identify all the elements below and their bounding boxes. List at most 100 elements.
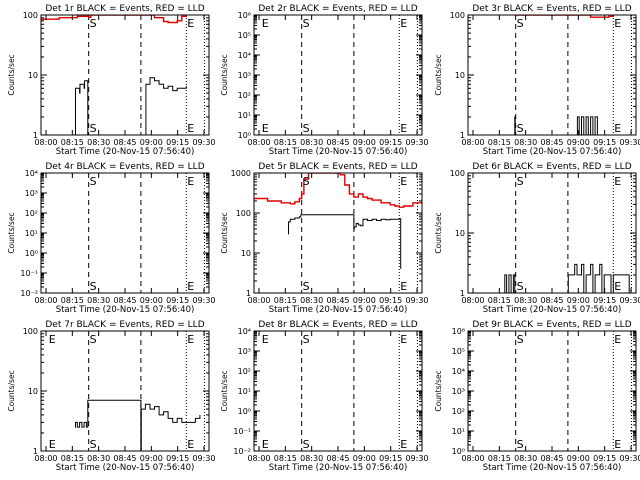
y-tick-label: 10⁰ (238, 407, 251, 416)
marker-label-bottom: E (614, 438, 621, 451)
y-tick-label: 10⁶ (452, 327, 465, 336)
x-tick-label: 08:30 (87, 454, 110, 463)
y-tick-label: 1 (33, 131, 38, 140)
x-axis-label: Start Time (20-Nov-15 07:56:40) (56, 463, 195, 473)
x-tick-label: 09:15 (166, 138, 189, 147)
marker-label-bottom: S (303, 280, 310, 293)
y-tick-label: 10⁶ (238, 11, 251, 20)
x-tick-label: 08:00 (461, 454, 484, 463)
series-group (504, 263, 630, 293)
marker-label-top: S (90, 175, 97, 188)
chart-title: Det 9r BLACK = Events, RED = LLD (472, 320, 631, 330)
y-tick-label: 10 (28, 387, 38, 396)
x-tick-label: 08:15 (488, 454, 511, 463)
x-tick-label: 08:15 (488, 138, 511, 147)
x-tick-label: 09:00 (353, 138, 376, 147)
x-tick-label: 08:45 (326, 454, 349, 463)
marker-label-top: S (517, 175, 524, 188)
y-tick-label: 1 (460, 289, 465, 298)
chart-panel-7: Det 7r BLACK = Events, RED = LLD 1 10 100 08… (7, 320, 216, 473)
marker-label-bottom: E (187, 122, 194, 135)
y-axis-label: Counts/sec (7, 212, 16, 253)
x-tick-label: 08:30 (87, 296, 110, 305)
y-axis-label: Counts/sec (220, 212, 229, 253)
x-tick-label: 08:30 (514, 454, 537, 463)
y-tick-label: 100 (23, 327, 38, 336)
marker-label-bottom: S (517, 280, 524, 293)
y-tick-label: 10 (28, 71, 38, 80)
x-tick-label: 09:30 (619, 138, 640, 147)
y-tick-label: 100 (236, 209, 251, 218)
x-axis-label: Start Time (20-Nov-15 07:56:40) (269, 463, 408, 473)
x-tick-label: 08:45 (540, 138, 563, 147)
marker-label-top: E (49, 333, 56, 346)
x-tick-label: 09:00 (567, 454, 590, 463)
series-group (75, 399, 201, 451)
marker-label-top: S (517, 17, 524, 30)
x-tick-label: 08:15 (61, 138, 84, 147)
chart-title: Det 5r BLACK = Events, RED = LLD (258, 162, 417, 172)
chart-title: Det 3r BLACK = Events, RED = LLD (472, 4, 631, 14)
marker-label-top: E (187, 17, 194, 30)
events-series-line (504, 263, 630, 293)
marker-label-bottom: E (614, 122, 621, 135)
x-tick-label: 08:00 (247, 296, 270, 305)
x-tick-label: 08:15 (488, 296, 511, 305)
x-tick-label: 09:30 (405, 296, 428, 305)
x-tick-label: 08:00 (461, 138, 484, 147)
y-tick-label: 10³ (452, 387, 465, 396)
y-tick-label: 1000 (231, 169, 251, 178)
marker-label-bottom: E (400, 280, 407, 293)
y-tick-label: 10⁻² (233, 447, 251, 456)
x-tick-label: 09:30 (192, 138, 215, 147)
marker-label-bottom: E (262, 122, 269, 135)
marker-label-top: S (303, 17, 310, 30)
plot-frame (253, 172, 423, 294)
marker-label-top: E (614, 333, 621, 346)
y-axis-label: Counts/sec (434, 370, 443, 411)
x-tick-label: 08:45 (540, 296, 563, 305)
plot-frame (40, 14, 210, 136)
y-tick-label: 10³ (238, 347, 251, 356)
marker-label-bottom: S (303, 122, 310, 135)
y-tick-label: 10⁴ (238, 327, 251, 336)
x-tick-label: 08:00 (34, 138, 57, 147)
y-tick-label: 10⁻¹ (20, 269, 38, 278)
chart-panel-2: Det 2r BLACK = Events, RED = LLD 10⁰ 10¹ 10… (220, 4, 429, 157)
x-tick-label: 08:00 (247, 138, 270, 147)
marker-label-top: E (400, 333, 407, 346)
x-tick-label: 09:15 (379, 454, 402, 463)
x-tick-label: 08:15 (274, 296, 297, 305)
y-tick-label: 100 (23, 11, 38, 20)
x-tick-label: 08:45 (540, 454, 563, 463)
y-tick-label: 10² (25, 209, 38, 218)
marker-label-bottom: S (517, 438, 524, 451)
marker-label-bottom: E (187, 438, 194, 451)
y-tick-label: 10² (452, 407, 465, 416)
x-tick-label: 09:00 (140, 138, 163, 147)
chart-panel-1: Det 1r BLACK = Events, RED = LLD 1 10 100 08… (7, 4, 216, 157)
y-tick-label: 10 (455, 229, 465, 238)
x-tick-label: 09:00 (140, 296, 163, 305)
y-tick-label: 10 (455, 71, 465, 80)
y-tick-label: 10⁵ (238, 31, 251, 40)
y-tick-label: 10⁴ (25, 169, 38, 178)
x-tick-label: 08:45 (113, 454, 136, 463)
marker-label-top: E (614, 17, 621, 30)
chart-title: Det 4r BLACK = Events, RED = LLD (45, 162, 204, 172)
x-tick-label: 08:30 (300, 138, 323, 147)
marker-label-top: E (614, 175, 621, 188)
marker-label-bottom: S (303, 438, 310, 451)
y-tick-label: 10¹ (452, 427, 465, 436)
x-tick-label: 08:30 (300, 296, 323, 305)
plot-frame (467, 330, 637, 452)
y-axis-label: Counts/sec (220, 370, 229, 411)
y-tick-label: 10³ (25, 189, 38, 198)
x-tick-label: 09:30 (192, 296, 215, 305)
y-tick-label: 10⁵ (452, 347, 465, 356)
y-tick-label: 10² (238, 367, 251, 376)
chart-panel-8: Det 8r BLACK = Events, RED = LLD 10⁻² 10⁻¹… (220, 320, 429, 473)
marker-label-top: S (90, 17, 97, 30)
x-axis-label: Start Time (20-Nov-15 07:56:40) (483, 305, 622, 315)
